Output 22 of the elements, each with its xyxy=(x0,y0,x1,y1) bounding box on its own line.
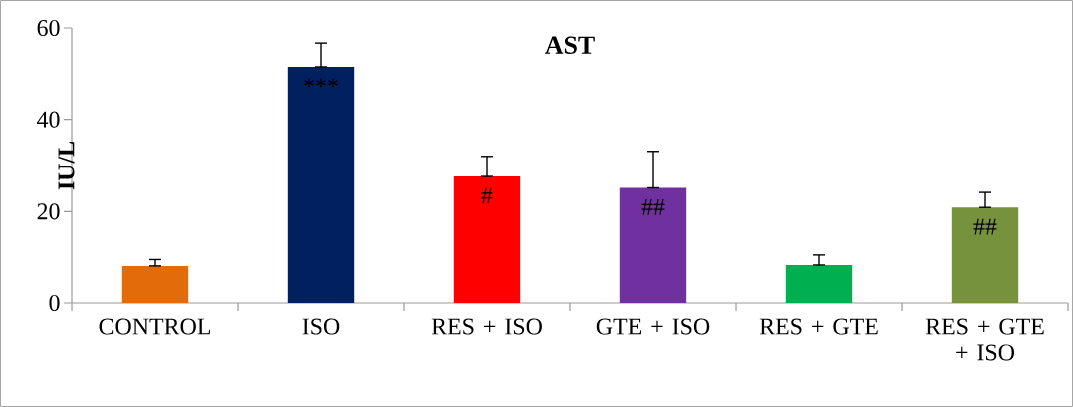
y-tick-label: 0 xyxy=(49,294,60,312)
y-tick-label: 20 xyxy=(37,203,60,220)
bar xyxy=(619,187,687,303)
annotation: *** xyxy=(304,78,338,88)
x-tick-label: RES + ISO xyxy=(431,318,542,335)
bar xyxy=(453,176,521,303)
bar xyxy=(785,264,853,303)
x-tick-label: RES + GTE xyxy=(759,318,878,335)
y-tick-label: 60 xyxy=(37,19,60,37)
bar xyxy=(287,66,355,303)
annotation: ## xyxy=(641,199,665,215)
x-tick-label: CONTROL xyxy=(99,318,211,335)
y-tick-label: 40 xyxy=(37,111,60,128)
x-tick-label: RES + GTE + ISO xyxy=(925,318,1044,361)
y-axis-title: IU/L xyxy=(58,141,75,190)
x-tick-label: GTE + ISO xyxy=(596,318,710,335)
annotation: # xyxy=(481,187,493,204)
bar xyxy=(951,207,1019,303)
x-tick-label: ISO xyxy=(302,318,340,335)
chart-title: AST xyxy=(545,36,595,54)
annotation: ## xyxy=(973,218,997,235)
bar xyxy=(121,265,189,303)
